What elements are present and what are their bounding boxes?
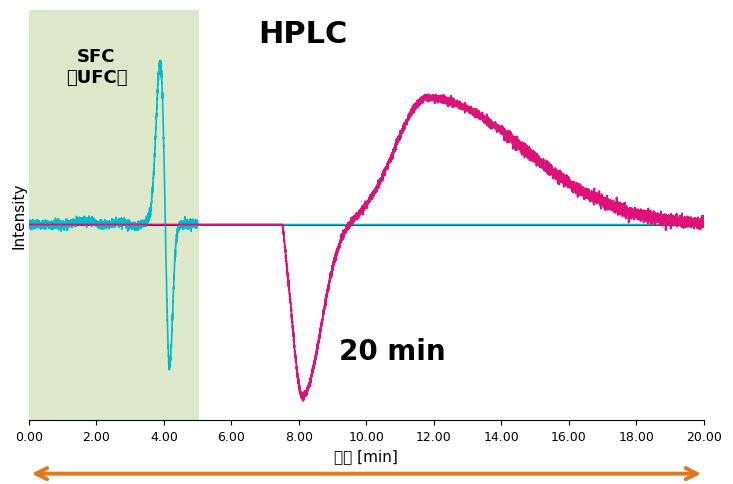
Bar <box>29 11 198 421</box>
X-axis label: 時間 [min]: 時間 [min] <box>334 449 398 464</box>
Y-axis label: Intensity: Intensity <box>11 182 26 249</box>
Text: SFC
（UFC）: SFC （UFC） <box>66 48 127 87</box>
Text: HPLC: HPLC <box>259 20 347 49</box>
Text: 20 min: 20 min <box>339 338 446 365</box>
